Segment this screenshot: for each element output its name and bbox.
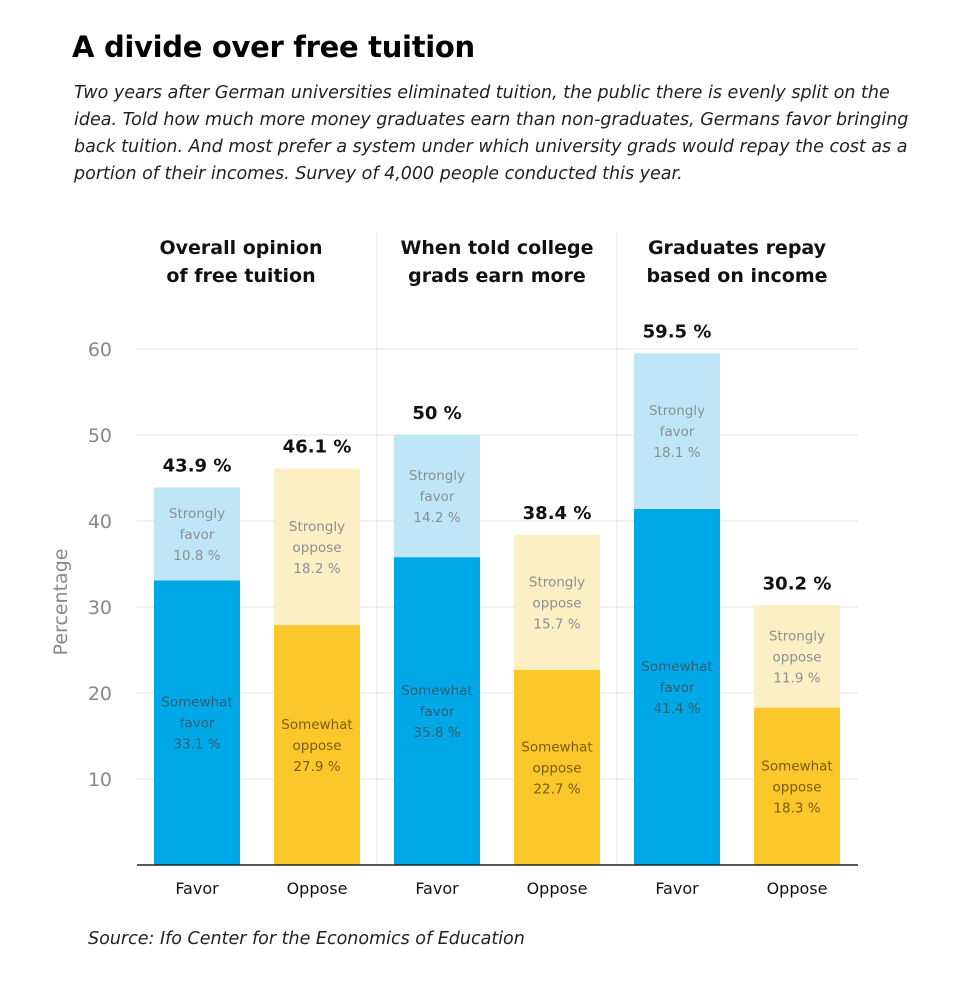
segment-label: favor xyxy=(660,680,695,696)
bar-segment-strongly-oppose xyxy=(514,534,600,670)
segment-label: Somewhat xyxy=(521,739,592,755)
bar-total-label: 50 % xyxy=(412,403,461,424)
segment-label: favor xyxy=(180,716,215,732)
y-axis-label: Percentage xyxy=(50,549,72,656)
segment-label: oppose xyxy=(773,779,822,795)
y-tick-label: 40 xyxy=(88,511,112,533)
segment-label: Somewhat xyxy=(281,717,352,733)
segment-value-label: 18.1 % xyxy=(653,445,700,461)
segment-value-label: 10.8 % xyxy=(173,548,220,564)
bar-segment-somewhat-oppose xyxy=(274,625,360,865)
segment-label: oppose xyxy=(773,649,822,665)
panel-title: Overall opinion xyxy=(159,237,322,259)
bar-total-label: 46.1 % xyxy=(283,437,352,458)
segment-value-label: 22.7 % xyxy=(533,781,580,797)
segment-label: Strongly xyxy=(289,519,345,535)
bar-total-label: 43.9 % xyxy=(163,455,232,476)
bar-segment-strongly-favor xyxy=(394,435,480,558)
bar-total-label: 30.2 % xyxy=(763,573,832,594)
segment-label: Strongly xyxy=(529,574,585,590)
y-tick-label: 30 xyxy=(88,597,112,619)
segment-label: Somewhat xyxy=(401,683,472,699)
segment-value-label: 35.8 % xyxy=(413,725,460,741)
y-tick-label: 60 xyxy=(88,339,112,361)
y-tick-label: 10 xyxy=(88,769,112,791)
segment-label: Somewhat xyxy=(761,758,832,774)
bar-segment-strongly-favor xyxy=(154,487,240,581)
segment-value-label: 41.4 % xyxy=(653,701,700,717)
segment-label: Strongly xyxy=(769,628,825,644)
panel-title: based on income xyxy=(646,265,827,287)
segment-label: favor xyxy=(660,424,695,440)
bar-segment-somewhat-oppose xyxy=(754,707,840,865)
segment-label: Somewhat xyxy=(161,695,232,711)
segment-value-label: 14.2 % xyxy=(413,510,460,526)
segment-label: oppose xyxy=(293,738,342,754)
bar-segment-somewhat-favor xyxy=(634,508,720,865)
segment-label: oppose xyxy=(533,760,582,776)
segment-label: oppose xyxy=(293,540,342,556)
segment-value-label: 18.3 % xyxy=(773,800,820,816)
bar-segment-strongly-oppose xyxy=(754,605,840,708)
segment-value-label: 27.9 % xyxy=(293,759,340,775)
y-tick-label: 20 xyxy=(88,683,112,705)
bar-segment-strongly-oppose xyxy=(274,468,360,626)
panel-title: grads earn more xyxy=(408,265,586,287)
chart-title: A divide over free tuition xyxy=(72,30,475,64)
segment-value-label: 15.7 % xyxy=(533,616,580,632)
segment-label: oppose xyxy=(533,595,582,611)
segment-value-label: 11.9 % xyxy=(773,670,820,686)
bar-segment-strongly-favor xyxy=(634,353,720,509)
x-category-label: Favor xyxy=(175,879,219,898)
segment-label: Strongly xyxy=(169,506,225,522)
x-category-label: Oppose xyxy=(527,879,588,898)
bar-total-label: 38.4 % xyxy=(523,503,592,524)
panel-title: When told college xyxy=(400,237,593,259)
x-category-label: Favor xyxy=(415,879,459,898)
panel-title: Graduates repay xyxy=(648,237,827,259)
y-tick-label: 50 xyxy=(88,425,112,447)
x-category-label: Favor xyxy=(655,879,699,898)
bar-segment-somewhat-favor xyxy=(154,580,240,865)
segment-label: favor xyxy=(420,489,455,505)
chart-subtitle: Two years after German universities elim… xyxy=(74,83,909,184)
x-category-label: Oppose xyxy=(287,879,348,898)
segment-label: Strongly xyxy=(649,403,705,419)
chart-source: Source: Ifo Center for the Economics of … xyxy=(88,929,525,949)
bar-segment-somewhat-oppose xyxy=(514,669,600,865)
segment-label: favor xyxy=(180,527,215,543)
segment-label: favor xyxy=(420,704,455,720)
segment-label: Somewhat xyxy=(641,659,712,675)
segment-value-label: 33.1 % xyxy=(173,737,220,753)
segment-label: Strongly xyxy=(409,468,465,484)
bar-total-label: 59.5 % xyxy=(643,321,712,342)
bar-segment-somewhat-favor xyxy=(394,557,480,865)
panel-title: of free tuition xyxy=(166,265,315,287)
segment-value-label: 18.2 % xyxy=(293,561,340,577)
x-category-label: Oppose xyxy=(767,879,828,898)
